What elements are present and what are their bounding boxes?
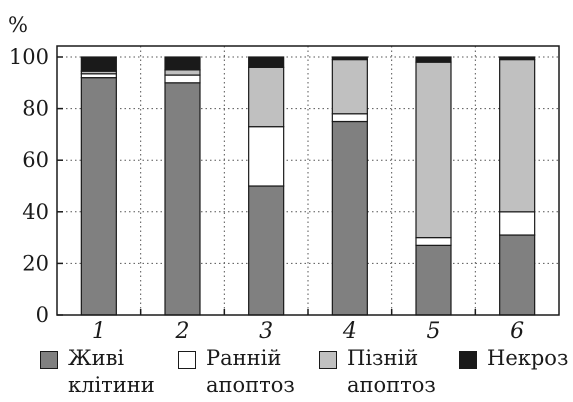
y-tick-label: 20 xyxy=(22,251,49,275)
legend-label-live-cells: Живі клітини xyxy=(68,346,155,397)
x-tick-label: 2 xyxy=(175,319,190,344)
y-tick-label: 100 xyxy=(9,45,49,69)
bar-segment xyxy=(415,61,452,239)
bars xyxy=(80,56,536,316)
legend-label-late-apoptosis: Пізній апоптоз xyxy=(347,346,436,397)
legend-swatch-late-apoptosis xyxy=(319,351,337,369)
bar-segment xyxy=(248,66,285,128)
bar-segment xyxy=(499,58,536,213)
x-tick-label: 4 xyxy=(342,319,357,344)
legend: Живі клітини Ранній апоптоз Пізній апопт… xyxy=(0,345,573,402)
bar-segment xyxy=(415,244,452,316)
bar-segment xyxy=(415,56,452,63)
y-tick-label: 80 xyxy=(22,97,49,121)
legend-item-necrosis: Некроз xyxy=(459,345,568,372)
y-tick-label: 40 xyxy=(22,200,49,224)
bar-segment xyxy=(331,113,368,123)
bar-segment xyxy=(164,56,201,71)
y-ticks: 0 20 40 60 80 100 xyxy=(9,45,63,327)
grid xyxy=(57,46,559,315)
legend-item-live-cells: Живі клітини xyxy=(40,345,155,399)
legend-swatch-necrosis xyxy=(459,351,477,369)
x-tick-label: 5 xyxy=(427,319,441,344)
bar-segment xyxy=(331,56,368,61)
bar-segment xyxy=(248,56,285,68)
legend-label-necrosis: Некроз xyxy=(487,346,569,370)
bar-segment xyxy=(499,56,536,61)
legend-item-early-apoptosis: Ранній апоптоз xyxy=(178,345,295,399)
stacked-bar-chart: % 0 20 40 60 80 100 1 2 3 4 5 6 xyxy=(8,13,560,344)
x-tick-label: 6 xyxy=(510,319,524,344)
bar-segment xyxy=(499,211,536,236)
y-tick-label: 60 xyxy=(22,148,49,172)
y-tick-label: 0 xyxy=(36,303,49,327)
legend-label-early-apoptosis: Ранній апоптоз xyxy=(206,346,295,397)
legend-item-late-apoptosis: Пізній апоптоз xyxy=(319,345,436,399)
plot-frame xyxy=(56,45,560,316)
x-tick-label: 1 xyxy=(92,319,106,344)
bar-segment xyxy=(248,126,285,187)
legend-swatch-early-apoptosis xyxy=(178,351,196,369)
bar-segment xyxy=(80,77,117,316)
bar-segment xyxy=(248,185,285,316)
bar-segment xyxy=(331,58,368,115)
bar-segment xyxy=(499,234,536,316)
bar-segment xyxy=(164,82,201,316)
x-ticks: 1 2 3 4 5 6 xyxy=(92,309,524,344)
bar-segment xyxy=(415,237,452,246)
bar-segment xyxy=(331,120,368,316)
bar-segment xyxy=(164,74,201,84)
legend-swatch-live-cells xyxy=(40,351,58,369)
x-tick-label: 3 xyxy=(259,319,273,344)
y-axis-label: % xyxy=(8,13,28,37)
bar-segment xyxy=(80,56,117,72)
bar-segment xyxy=(164,69,201,76)
